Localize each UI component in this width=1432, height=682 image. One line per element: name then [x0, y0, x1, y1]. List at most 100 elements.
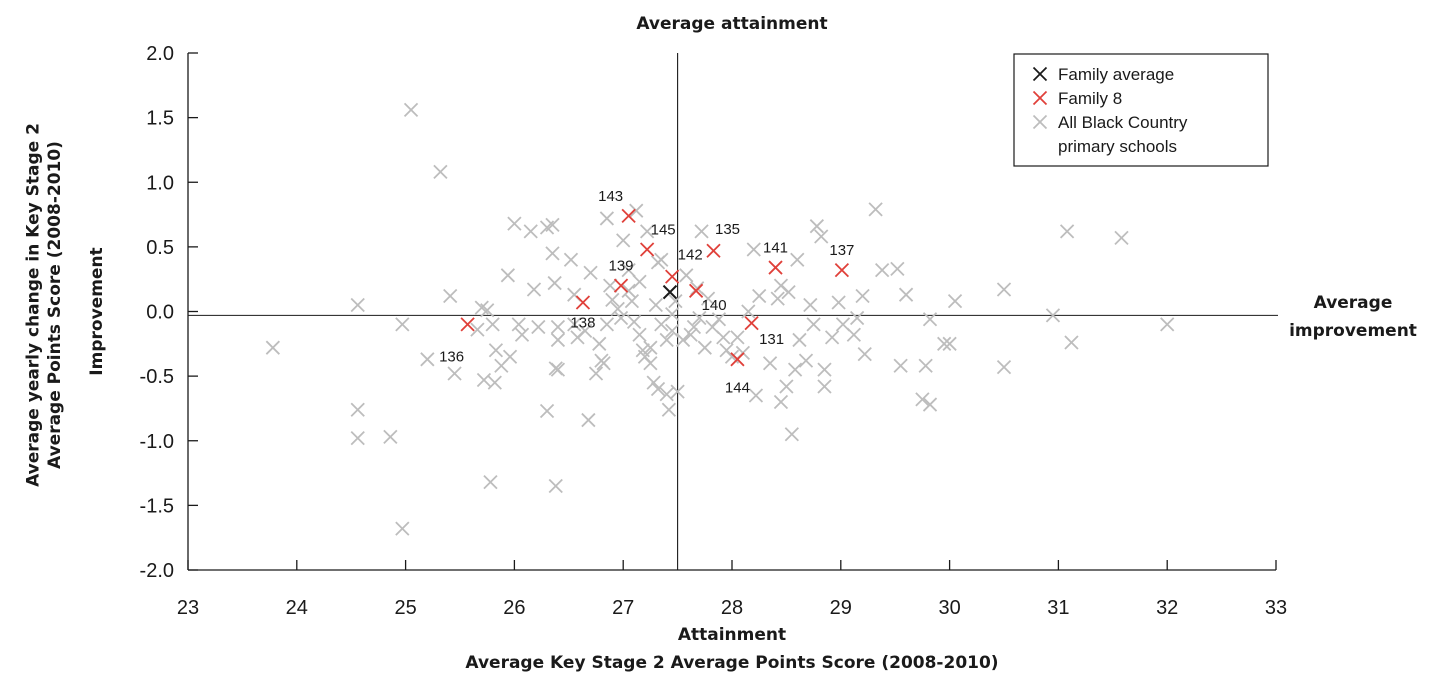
- legend-marker: [1032, 90, 1048, 106]
- point-all-black-country-primary-schools-stroke-b: [550, 332, 566, 348]
- y-tick-label: 1.0: [146, 172, 174, 194]
- legend-label-line2: primary schools: [1058, 137, 1177, 156]
- y-axis-subtitle-line2: Average Points Score (2008-2010): [45, 141, 65, 469]
- point-all-black-country-primary-schools-stroke-b: [395, 521, 410, 536]
- point-all-black-country-primary-schools-stroke-b: [613, 310, 629, 326]
- legend: Family average Family 8 All Black Country p…: [1013, 53, 1269, 167]
- point-all-black-country-primary-schools: [507, 216, 522, 231]
- point-all-black-country-primary-schools: [716, 330, 731, 345]
- point-family-average-stroke-b: [662, 284, 678, 300]
- point-family-8: [639, 242, 655, 257]
- point-all-black-country-primary-schools-stroke-b: [661, 402, 677, 417]
- point-all-black-country-primary-schools: [626, 314, 642, 329]
- point-all-black-country-primary-schools: [547, 275, 562, 291]
- point-all-black-country-primary-schools: [629, 203, 644, 218]
- point-all-black-country-primary-schools: [700, 291, 716, 306]
- point-all-black-country-primary-schools: [581, 412, 596, 428]
- point-family-8-stroke-b: [688, 283, 704, 298]
- legend-entry: All Black Country primary schools: [1032, 113, 1188, 156]
- point-all-black-country-primary-schools-stroke-b: [403, 102, 419, 118]
- point-all-black-country-primary-schools: [632, 274, 647, 289]
- point-all-black-country-primary-schools-stroke-b: [875, 263, 890, 278]
- point-label-143: 143: [598, 188, 623, 205]
- point-all-black-country-primary-schools: [500, 268, 516, 283]
- legend-label: All Black Country: [1058, 113, 1188, 132]
- point-label-139: 139: [609, 258, 634, 275]
- point-all-black-country-primary-schools: [937, 336, 952, 351]
- point-all-black-country-primary-schools: [624, 294, 640, 309]
- point-all-black-country-primary-schools-stroke-b: [632, 274, 647, 289]
- point-all-black-country-primary-schools-stroke-b: [567, 317, 582, 332]
- point-all-black-country-primary-schools: [792, 332, 807, 348]
- point-all-black-country-primary-schools: [898, 287, 914, 302]
- point-all-black-country-primary-schools: [395, 521, 410, 536]
- y-tick-label: -2.0: [140, 560, 174, 582]
- point-label-136: 136: [439, 348, 464, 365]
- point-family-8: [730, 352, 745, 367]
- point-all-black-country-primary-schools-stroke-b: [787, 362, 803, 377]
- point-all-black-country-primary-schools-stroke-b: [476, 372, 492, 388]
- point-all-black-country-primary-schools-stroke-b: [1160, 317, 1175, 332]
- point-all-black-country-primary-schools: [265, 340, 281, 355]
- point-all-black-country-primary-schools: [875, 263, 890, 278]
- point-all-black-country-primary-schools-stroke-b: [547, 275, 562, 291]
- point-all-black-country-primary-schools: [947, 294, 963, 309]
- point-all-black-country-primary-schools: [514, 327, 530, 342]
- point-all-black-country-primary-schools-stroke-b: [447, 366, 462, 381]
- point-all-black-country-primary-schools: [790, 252, 805, 267]
- point-all-black-country-primary-schools: [567, 317, 582, 332]
- point-all-black-country-primary-schools-stroke-b: [996, 359, 1012, 375]
- point-all-black-country-primary-schools-stroke-b: [1045, 308, 1061, 323]
- point-family-8-stroke-b: [639, 242, 655, 257]
- point-all-black-country-primary-schools-stroke-b: [773, 278, 789, 293]
- point-all-black-country-primary-schools-stroke-b: [599, 317, 615, 332]
- point-family-8-stroke-b: [575, 295, 591, 310]
- point-all-black-country-primary-schools-stroke-b: [942, 336, 957, 351]
- axes: 2.0 1.5 1.0 0.5 0.0 -0.5 -1.0 -1.5 -2.023 24 25 26 2…: [140, 43, 1288, 619]
- point-all-black-country-primary-schools-stroke-b: [1114, 230, 1129, 245]
- point-all-black-country-primary-schools: [476, 372, 492, 388]
- point-all-black-country-primary-schools: [616, 233, 631, 248]
- x-tick-label: 28: [721, 597, 743, 619]
- point-all-black-country-primary-schools: [654, 252, 669, 267]
- point-all-black-country-primary-schools: [806, 317, 821, 332]
- point-all-black-country-primary-schools-stroke-b: [762, 356, 778, 371]
- point-all-black-country-primary-schools: [433, 164, 448, 180]
- point-all-black-country-primary-schools: [1114, 230, 1129, 245]
- point-all-black-country-primary-schools-stroke-b: [849, 310, 865, 326]
- point-all-black-country-primary-schools-stroke-b: [817, 379, 832, 394]
- point-family-8: [768, 260, 783, 275]
- point-all-black-country-primary-schools: [665, 306, 680, 322]
- legend-marker-stroke-b: [1032, 90, 1048, 106]
- point-all-black-country-primary-schools: [730, 330, 745, 345]
- point-all-black-country-primary-schools-stroke-b: [654, 252, 669, 267]
- point-all-black-country-primary-schools: [668, 294, 683, 309]
- point-all-black-country-primary-schools: [670, 384, 685, 399]
- point-all-black-country-primary-schools-stroke-b: [420, 352, 435, 367]
- point-all-black-country-primary-schools-stroke-b: [577, 323, 593, 339]
- point-all-black-country-primary-schools: [545, 217, 560, 233]
- point-all-black-country-primary-schools-stroke-b: [792, 332, 807, 348]
- x-tick-label: 23: [177, 597, 199, 619]
- point-all-black-country-primary-schools-stroke-b: [659, 387, 674, 402]
- point-all-black-country-primary-schools-stroke-b: [545, 246, 560, 261]
- point-all-black-country-primary-schools-stroke-b: [603, 278, 618, 293]
- x-tick-label: 26: [503, 597, 525, 619]
- point-all-black-country-primary-schools: [443, 288, 458, 304]
- point-all-black-country-primary-schools: [563, 252, 579, 267]
- point-all-black-country-primary-schools: [483, 474, 498, 490]
- point-all-black-country-primary-schools-stroke-b: [868, 202, 883, 217]
- point-all-black-country-primary-schools: [610, 301, 625, 317]
- point-all-black-country-primary-schools-stroke-b: [700, 291, 716, 306]
- point-all-black-country-primary-schools-stroke-b: [511, 317, 526, 332]
- point-all-black-country-primary-schools: [613, 310, 629, 326]
- point-all-black-country-primary-schools: [890, 261, 905, 276]
- x-tick-label: 24: [286, 597, 308, 619]
- point-all-black-country-primary-schools-stroke-b: [632, 327, 647, 342]
- point-all-black-country-primary-schools: [809, 219, 825, 234]
- point-all-black-country-primary-schools-stroke-b: [624, 294, 640, 309]
- point-all-black-country-primary-schools-stroke-b: [507, 216, 522, 231]
- point-all-black-country-primary-schools: [588, 366, 604, 381]
- point-all-black-country-primary-schools-stroke-b: [485, 317, 500, 332]
- point-all-black-country-primary-schools-stroke-b: [683, 327, 698, 342]
